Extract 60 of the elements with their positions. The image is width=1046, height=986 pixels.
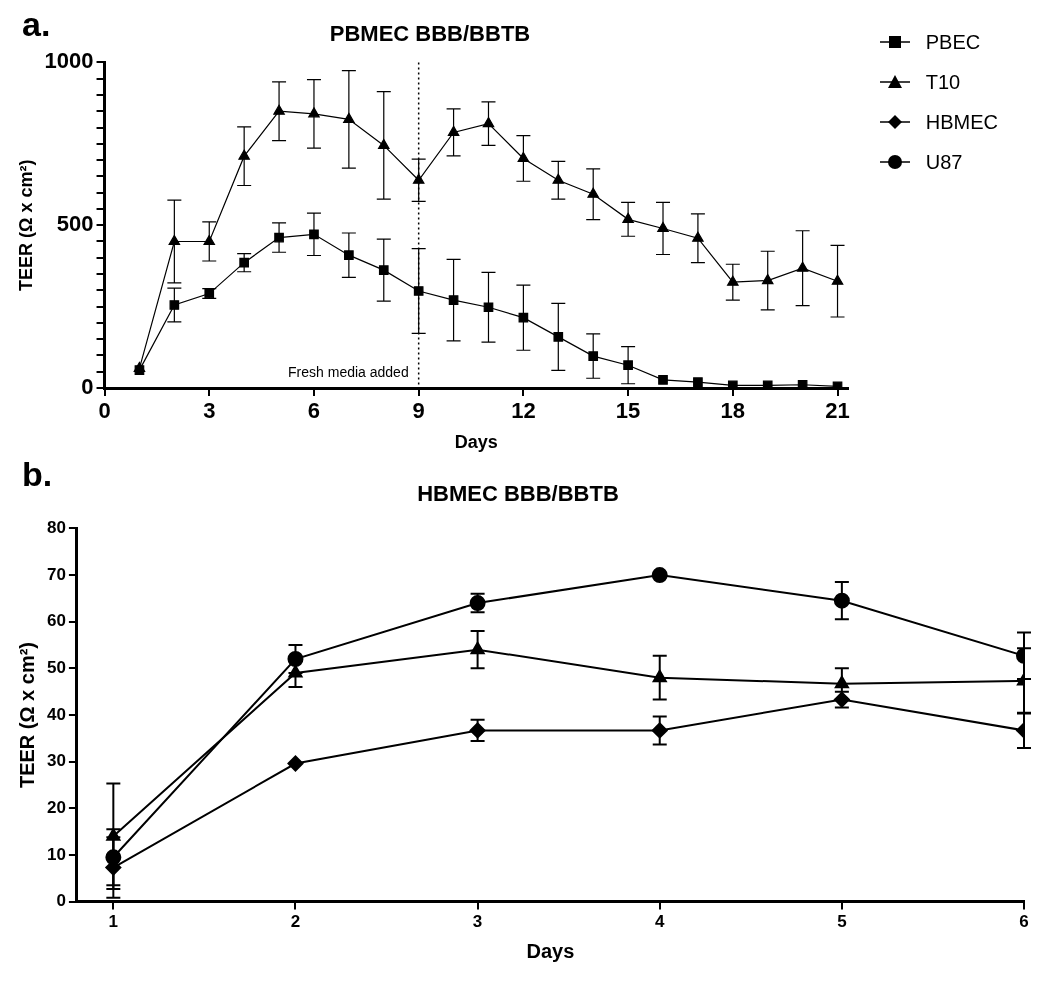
point [831, 274, 844, 285]
y-axis-title: TEER (Ω x cm²) [15, 641, 38, 789]
y-axis-title: TEER (Ω x cm²) [15, 159, 36, 291]
x-tick-label: 12 [511, 398, 536, 424]
point [412, 173, 425, 184]
text: a. [22, 5, 51, 44]
point [693, 377, 703, 387]
x-tick-label: 3 [203, 398, 216, 424]
point [553, 332, 564, 342]
point [169, 300, 180, 310]
point [518, 312, 529, 323]
y-tick-label: 20 [46, 797, 66, 817]
x-tick-label: 0 [98, 398, 111, 424]
y-tick-label: 1000 [44, 48, 94, 74]
x-tick-label: 2 [290, 912, 301, 932]
point [378, 265, 389, 275]
point [727, 275, 739, 286]
point [552, 173, 565, 184]
y-tick-label: 40 [46, 704, 66, 724]
chart-title: PBMEC BBB/BBTB [329, 21, 531, 47]
point [587, 187, 599, 198]
x-tick-label: 9 [412, 398, 425, 424]
y-tick-label: 0 [81, 374, 94, 400]
x-axis-title: Days [454, 432, 498, 453]
point [727, 380, 738, 388]
point [588, 351, 599, 361]
y-tick-label: 10 [46, 844, 66, 864]
point [413, 286, 424, 296]
point [797, 379, 808, 388]
y-tick-label: 70 [46, 564, 66, 584]
x-tick-label: 4 [655, 912, 665, 932]
point [796, 261, 809, 272]
x-tick-label: 6 [1019, 912, 1029, 932]
point [238, 149, 250, 160]
y-tick-label: 50 [46, 658, 66, 678]
x-axis-title: Days [526, 939, 575, 962]
point [651, 567, 668, 584]
x-tick-label: 5 [837, 912, 847, 932]
y-tick-label: 30 [46, 751, 66, 771]
point [134, 365, 145, 375]
x-tick-label: 6 [307, 398, 321, 424]
text: HBMEC [925, 110, 998, 133]
x-tick-label: 18 [720, 398, 746, 424]
legend-label: T10 [925, 70, 961, 94]
point [287, 755, 304, 772]
chart-title: HBMEC BBB/BBTB [417, 481, 619, 507]
text: b. [22, 455, 53, 494]
y-tick-label: 80 [46, 518, 66, 538]
point [658, 375, 668, 385]
text: U87 [925, 150, 963, 173]
ref-line-label: Fresh media added [288, 363, 409, 380]
x-tick-label: 1 [108, 912, 119, 932]
x-tick-label: 15 [615, 398, 641, 424]
y-tick-label: 0 [56, 891, 66, 911]
y-tick-label: 60 [46, 611, 66, 631]
legend-label: PBEC [925, 30, 981, 54]
point [762, 380, 773, 388]
x-tick-label: 3 [472, 912, 483, 932]
x-tick-label: 21 [825, 398, 850, 424]
y-tick-label: 500 [56, 211, 94, 237]
